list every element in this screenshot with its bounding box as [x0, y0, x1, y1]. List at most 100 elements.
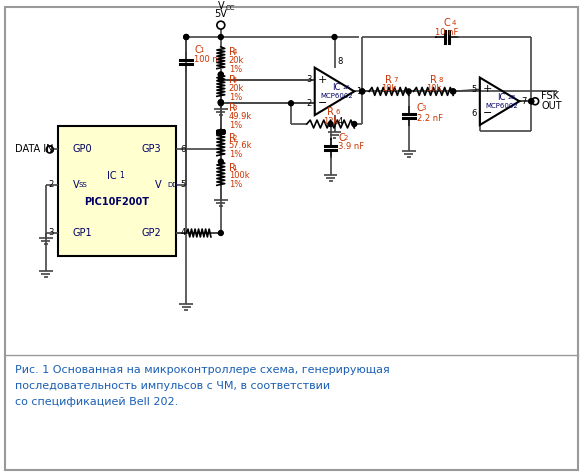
Text: 2: 2 — [48, 180, 54, 189]
Text: MCP6002: MCP6002 — [320, 93, 353, 99]
Text: 7: 7 — [521, 97, 526, 106]
Text: 6: 6 — [180, 145, 185, 154]
Text: +: + — [318, 75, 327, 84]
Circle shape — [529, 99, 533, 104]
Text: 20k: 20k — [229, 84, 244, 93]
Text: 100 nF: 100 nF — [194, 55, 223, 64]
Text: 10k: 10k — [426, 84, 441, 93]
Text: 1%: 1% — [229, 150, 242, 159]
Text: GP3: GP3 — [142, 144, 161, 154]
Text: 6: 6 — [472, 109, 477, 118]
Text: со спецификацией Bell 202.: со спецификацией Bell 202. — [15, 397, 178, 407]
Text: C: C — [443, 18, 450, 28]
Circle shape — [328, 122, 333, 126]
Text: 3: 3 — [233, 105, 237, 111]
Text: 57.6k: 57.6k — [229, 141, 252, 150]
Text: 4: 4 — [233, 49, 237, 55]
Text: 1: 1 — [199, 47, 203, 53]
Text: R: R — [327, 107, 334, 117]
Circle shape — [219, 230, 223, 236]
Text: 5: 5 — [233, 76, 237, 83]
Circle shape — [219, 100, 223, 105]
Text: R: R — [229, 162, 236, 172]
Text: 8: 8 — [438, 76, 443, 83]
Text: 6: 6 — [335, 109, 340, 115]
Circle shape — [360, 89, 364, 94]
Text: 5: 5 — [472, 85, 477, 94]
Text: 2.2 nF: 2.2 nF — [417, 114, 442, 123]
Text: R: R — [385, 75, 392, 84]
Text: Рис. 1 Основанная на микроконтроллере схема, генерирующая: Рис. 1 Основанная на микроконтроллере сх… — [15, 365, 390, 375]
Circle shape — [219, 101, 223, 106]
Text: 1%: 1% — [229, 120, 242, 129]
Text: 20k: 20k — [229, 56, 244, 65]
Circle shape — [529, 99, 533, 104]
Text: 2: 2 — [343, 135, 348, 141]
Circle shape — [219, 72, 223, 77]
Text: −: − — [483, 108, 492, 118]
Text: R: R — [430, 75, 437, 84]
Circle shape — [219, 129, 223, 135]
Text: GP2: GP2 — [142, 228, 161, 238]
Text: DD: DD — [167, 182, 178, 188]
Circle shape — [451, 89, 455, 94]
Text: 1: 1 — [48, 145, 54, 154]
Text: 12k: 12k — [323, 117, 338, 126]
Text: 5: 5 — [180, 180, 185, 189]
Circle shape — [289, 101, 293, 106]
Circle shape — [219, 100, 223, 105]
Circle shape — [451, 89, 455, 94]
Circle shape — [219, 129, 223, 135]
Text: DATA IN: DATA IN — [15, 144, 54, 154]
Text: IC: IC — [107, 170, 117, 181]
Text: 1%: 1% — [229, 65, 242, 74]
Circle shape — [219, 159, 223, 164]
Text: 5V: 5V — [215, 9, 227, 19]
Text: R: R — [229, 47, 236, 57]
Text: R: R — [229, 133, 236, 143]
Text: 100k: 100k — [229, 171, 250, 180]
Text: 2: 2 — [233, 135, 237, 141]
Text: CC: CC — [226, 5, 236, 11]
Circle shape — [352, 122, 357, 126]
Text: C: C — [339, 133, 345, 143]
Circle shape — [219, 34, 223, 40]
Text: IC: IC — [332, 83, 340, 92]
Text: 2: 2 — [307, 99, 312, 108]
Text: +: + — [483, 84, 492, 94]
Bar — [58, 126, 176, 256]
Text: 4: 4 — [338, 117, 343, 126]
Text: 3: 3 — [48, 228, 54, 237]
Text: 10 nF: 10 nF — [435, 27, 458, 36]
Text: 10k: 10k — [381, 84, 396, 93]
Text: SS: SS — [79, 182, 87, 188]
Circle shape — [360, 89, 364, 94]
Circle shape — [219, 77, 223, 82]
Text: 3: 3 — [307, 75, 312, 84]
Text: OUT: OUT — [541, 101, 562, 111]
Text: PIC10F200T: PIC10F200T — [85, 197, 149, 207]
Text: 1: 1 — [356, 87, 361, 96]
Text: C: C — [417, 103, 423, 113]
Text: R: R — [229, 103, 236, 113]
Text: 1%: 1% — [229, 180, 242, 189]
Text: C: C — [194, 45, 201, 55]
Text: 1: 1 — [119, 171, 124, 180]
Text: GP0: GP0 — [72, 144, 92, 154]
Text: 49.9k: 49.9k — [229, 111, 252, 121]
Text: 4: 4 — [452, 20, 456, 26]
Text: R: R — [229, 75, 236, 84]
Text: 7: 7 — [394, 76, 398, 83]
Text: FSK: FSK — [541, 91, 559, 101]
Text: 4: 4 — [180, 228, 185, 237]
Circle shape — [219, 72, 223, 77]
Text: 3.9 nF: 3.9 nF — [339, 142, 364, 151]
Circle shape — [184, 34, 189, 40]
Text: GP1: GP1 — [72, 228, 92, 238]
Text: V: V — [72, 180, 79, 190]
Text: последовательность импульсов с ЧМ, в соответствии: последовательность импульсов с ЧМ, в соо… — [15, 381, 331, 391]
Text: 3: 3 — [422, 105, 426, 111]
Text: 2A: 2A — [342, 85, 350, 90]
Circle shape — [406, 89, 411, 94]
Text: 2B: 2B — [508, 95, 516, 100]
